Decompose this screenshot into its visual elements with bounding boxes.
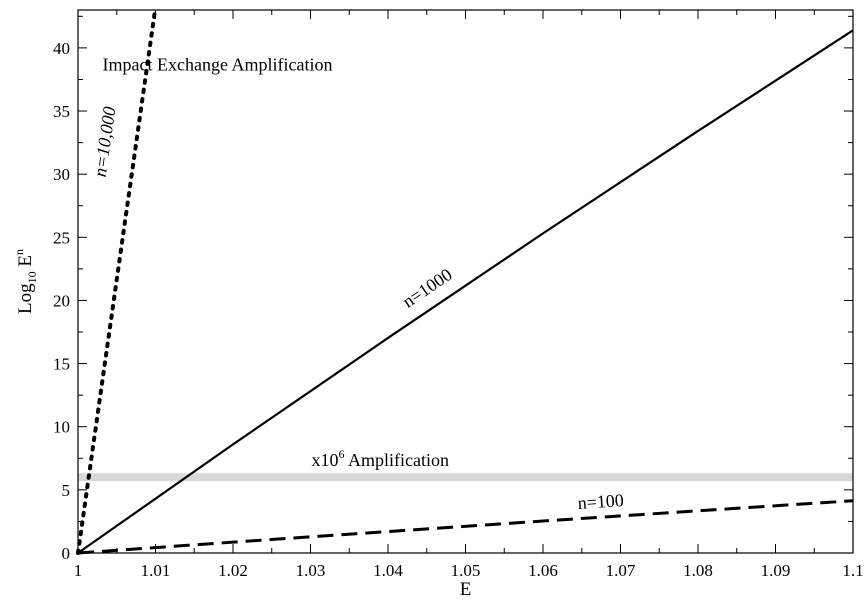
y-tick-label-1: 5 [62, 481, 71, 500]
annotation-3: n=100 [577, 490, 624, 513]
series-line-1000 [77, 29, 854, 554]
x-tick-label-4: 1.04 [373, 561, 403, 580]
x-ticks: 1 1.01 1.02 1.03 1.04 1.05 1.06 1.07 1.08 1.09 1.1 [74, 10, 864, 580]
series-line-100 [77, 499, 854, 555]
x-tick-label-1: 1.01 [141, 561, 171, 580]
x-tick-label-5: 1.05 [451, 561, 481, 580]
series-line-10000 [76, 10, 157, 555]
y-tick-label-0: 0 [62, 544, 71, 563]
x-axis-title: E [460, 579, 472, 600]
annotation-1: n=10,000 [90, 105, 120, 178]
y-tick-label-5: 25 [53, 228, 70, 247]
series-layer [76, 10, 854, 555]
band-label-0: x106 Amplification [312, 447, 449, 470]
x-tick-label-6: 1.06 [528, 561, 558, 580]
y-title-sub: 10 [25, 271, 39, 283]
annotation-0: Impact Exchange Amplification [103, 55, 333, 75]
annotation-2: n=1000 [399, 264, 456, 311]
y-axis-title: Log10 En [12, 249, 39, 314]
y-title-sup: n [12, 249, 26, 255]
annotation-layer: Impact Exchange Amplification n=10,000 n=1… [90, 55, 625, 513]
y-title-base: Log [15, 283, 36, 314]
x-tick-label-9: 1.09 [761, 561, 791, 580]
x-tick-label-3: 1.03 [296, 561, 326, 580]
y-tick-label-3: 15 [53, 355, 70, 374]
y-tick-label-2: 10 [53, 418, 70, 437]
x-tick-label-8: 1.08 [683, 561, 713, 580]
y-title-main: E [15, 255, 36, 271]
x-tick-label-10: 1.1 [842, 561, 863, 580]
y-ticks: 0 5 10 15 20 25 30 35 40 [53, 15, 853, 563]
y-tick-label-4: 20 [53, 291, 70, 310]
y-tick-label-7: 35 [53, 102, 70, 121]
x-tick-label-7: 1.07 [606, 561, 636, 580]
x-tick-label-2: 1.02 [218, 561, 248, 580]
band-layer: x106 Amplification [78, 447, 853, 482]
y-tick-label-6: 30 [53, 165, 70, 184]
y-tick-label-8: 40 [53, 39, 70, 58]
x-tick-label-0: 1 [74, 561, 83, 580]
amplification-band-0 [78, 473, 853, 482]
